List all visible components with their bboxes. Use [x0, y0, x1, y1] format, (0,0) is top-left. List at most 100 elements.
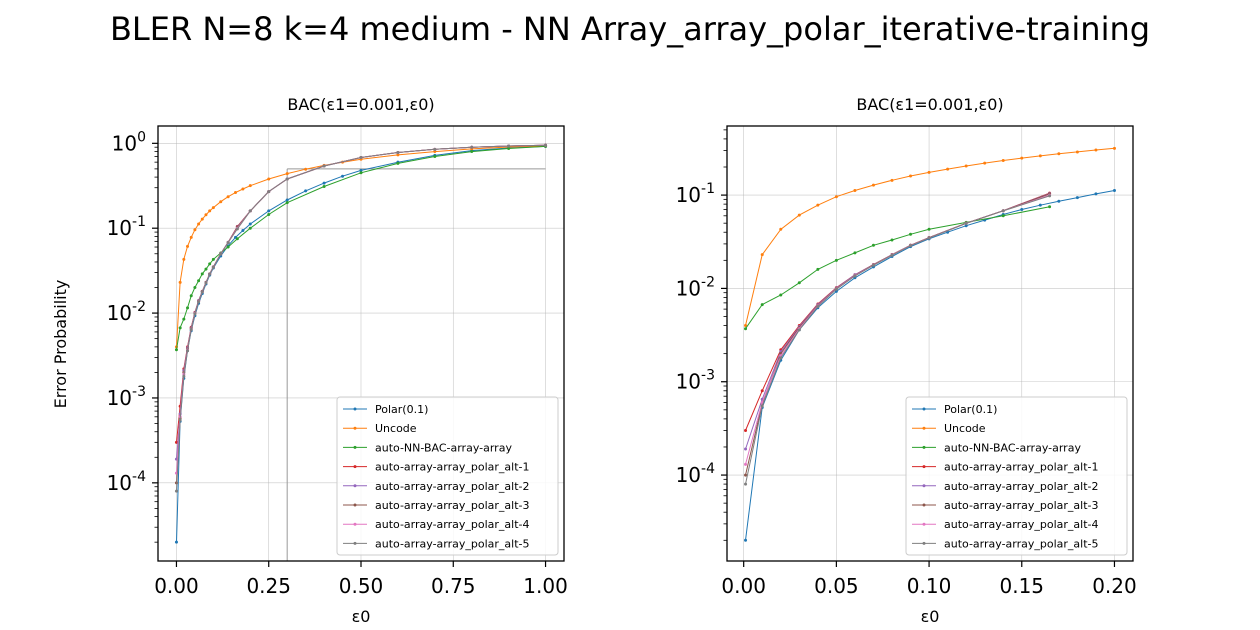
data-point — [1112, 189, 1116, 193]
data-point — [779, 293, 783, 297]
legend-item: auto-array-array_polar_alt-2 — [343, 480, 530, 493]
data-point — [1048, 194, 1052, 198]
data-point — [197, 222, 201, 226]
legend-marker — [353, 522, 357, 526]
x-tick-label: 0.00 — [721, 574, 766, 598]
series-auto-NN-BAC-array-array — [744, 205, 1052, 331]
legend-label: auto-array-array_polar_alt-5 — [375, 537, 530, 550]
legend-label: Uncode — [944, 422, 986, 435]
legend-label: auto-array-array_polar_alt-2 — [944, 480, 1099, 493]
data-point — [219, 252, 223, 256]
legend-item: auto-NN-BAC-array-array — [343, 441, 512, 454]
data-point — [285, 198, 289, 202]
data-point — [186, 244, 190, 248]
data-point — [396, 153, 400, 157]
data-point — [211, 206, 215, 210]
series-line — [176, 145, 546, 350]
data-point — [1001, 209, 1005, 213]
x-tick-label: 1.00 — [523, 574, 568, 598]
data-point — [1112, 146, 1116, 150]
data-point — [744, 327, 748, 331]
legend-label: Polar(0.1) — [375, 403, 428, 416]
legend-label: auto-array-array_polar_alt-2 — [375, 480, 530, 493]
legend-item: Polar(0.1) — [343, 403, 428, 416]
data-point — [1038, 154, 1042, 158]
legend-label: auto-NN-BAC-array-array — [944, 441, 1081, 454]
data-point — [797, 328, 801, 332]
data-point — [927, 227, 931, 231]
data-point — [226, 245, 230, 249]
data-point — [204, 281, 208, 285]
x-tick-label: 0.10 — [907, 574, 952, 598]
legend-item: auto-array-array_polar_alt-5 — [912, 537, 1099, 550]
data-point — [241, 228, 245, 232]
data-point — [248, 222, 252, 226]
data-point — [193, 228, 197, 232]
data-point — [760, 253, 764, 257]
data-point — [871, 183, 875, 187]
x-tick-label: 0.75 — [431, 574, 476, 598]
data-point — [178, 418, 182, 422]
data-point — [204, 213, 208, 217]
legend-item: auto-array-array_polar_alt-2 — [912, 480, 1099, 493]
data-point — [186, 306, 190, 310]
data-point — [1020, 208, 1024, 212]
data-point — [178, 280, 182, 284]
data-point — [834, 195, 838, 199]
data-point — [234, 191, 238, 195]
data-point — [248, 226, 252, 230]
data-point — [1001, 214, 1005, 218]
legend-marker — [922, 407, 926, 411]
y-tick-label: 10-2 — [676, 274, 715, 300]
legend-label: auto-array-array_polar_alt-1 — [375, 461, 530, 474]
data-point — [890, 178, 894, 182]
legend-item: auto-array-array_polar_alt-4 — [912, 518, 1099, 531]
series-Uncode — [744, 146, 1116, 328]
data-point — [193, 286, 197, 290]
legend-item: auto-array-array_polar_alt-1 — [912, 461, 1099, 474]
data-point — [853, 189, 857, 193]
figure-title: BLER N=8 k=4 medium - NN Array_array_pol… — [110, 10, 1150, 48]
x-tick-label: 0.20 — [1092, 574, 1137, 598]
data-point — [189, 294, 193, 298]
data-point — [1094, 148, 1098, 152]
right-plot-frame — [726, 125, 1134, 562]
legend-marker — [353, 503, 357, 507]
data-point — [396, 161, 400, 165]
data-point — [834, 258, 838, 262]
data-point — [1020, 156, 1024, 160]
data-point — [285, 172, 289, 176]
legend-label: auto-array-array_polar_alt-4 — [375, 518, 530, 531]
data-point — [211, 265, 215, 269]
data-point — [779, 227, 783, 231]
legend-marker — [353, 426, 357, 430]
data-point — [226, 241, 230, 245]
data-point — [182, 374, 186, 378]
data-point — [760, 389, 764, 393]
legend-marker — [922, 541, 926, 545]
series-auto-array-array_polar_alt-5 — [174, 143, 548, 493]
right-chart-title: BAC(ε1=0.001,ε0) — [856, 95, 1003, 114]
data-point — [322, 164, 326, 168]
data-point — [544, 143, 548, 147]
data-point — [200, 290, 204, 294]
x-tick-label: 0.05 — [814, 574, 859, 598]
legend-marker — [922, 522, 926, 526]
data-point — [174, 440, 178, 444]
data-point — [178, 326, 182, 330]
legend-item: auto-array-array_polar_alt-5 — [343, 537, 530, 550]
y-tick-label: 10-1 — [107, 214, 146, 240]
left-x-axis-label: ε0 — [352, 607, 371, 626]
data-point — [983, 161, 987, 165]
y-tick-label: 10-4 — [107, 469, 147, 495]
data-point — [507, 144, 511, 148]
data-point — [834, 287, 838, 291]
data-point — [304, 189, 308, 193]
x-tick-label: 0.15 — [1000, 574, 1045, 598]
legend-marker — [353, 541, 357, 545]
left-y-axis-label: Error Probability — [51, 280, 70, 409]
data-point — [1048, 205, 1052, 209]
legend-label: auto-array-array_polar_alt-3 — [944, 499, 1099, 512]
data-point — [248, 184, 252, 188]
y-tick-label: 10-1 — [676, 181, 715, 207]
